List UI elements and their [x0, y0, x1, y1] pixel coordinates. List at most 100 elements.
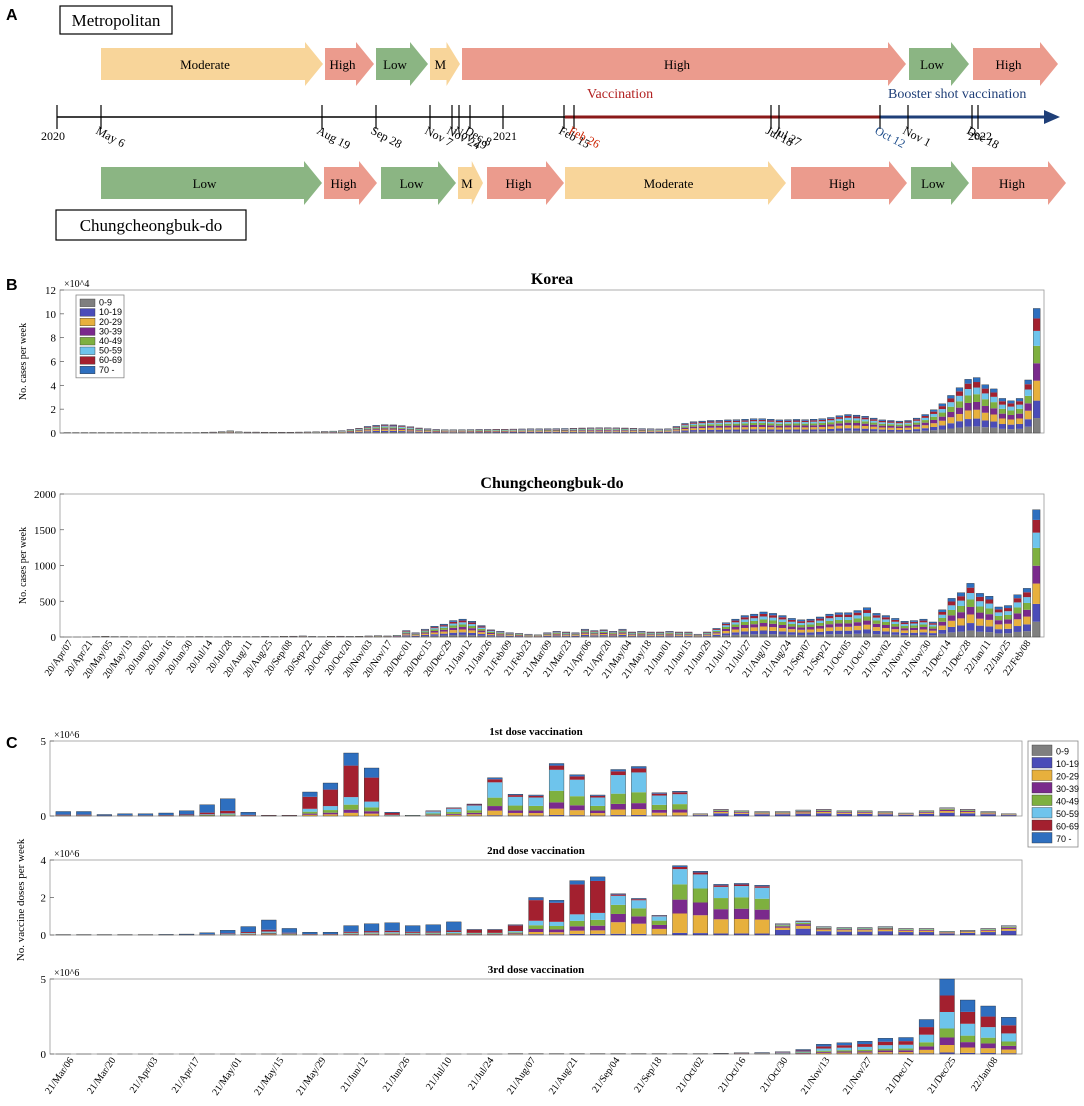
- bar-outline: [713, 1053, 729, 1055]
- bar-outline: [535, 428, 543, 434]
- bar-segment: [957, 596, 965, 601]
- bar-segment: [891, 632, 900, 635]
- bar-segment: [446, 931, 462, 934]
- y-tick-label: 4: [41, 855, 47, 867]
- bar-segment: [734, 908, 749, 920]
- bar-segment: [487, 929, 503, 933]
- bar: [235, 431, 243, 434]
- bar-segment: [810, 425, 818, 428]
- bar-segment: [878, 422, 886, 424]
- bar-segment: [681, 424, 689, 426]
- bar-segment: [664, 431, 672, 433]
- bar: [681, 423, 689, 434]
- bar-segment: [381, 429, 389, 431]
- bar-segment: [980, 929, 996, 930]
- bar-segment: [587, 428, 595, 429]
- bar-segment: [364, 427, 371, 429]
- bar-outline: [252, 431, 260, 434]
- bar-outline: [887, 420, 895, 434]
- bar-segment: [900, 628, 909, 631]
- bar-outline: [741, 419, 749, 434]
- x-tick-label: 21/Mar/06: [43, 1055, 76, 1096]
- bar-segment: [887, 424, 895, 426]
- bar-segment: [801, 422, 809, 424]
- bar-segment: [938, 412, 946, 417]
- bar-outline: [281, 815, 297, 817]
- bar-outline: [919, 618, 928, 638]
- metro-arrow-label: High: [664, 57, 691, 72]
- bar-segment: [468, 622, 476, 625]
- bar-segment: [835, 415, 843, 418]
- bar-segment: [973, 426, 981, 433]
- bar-segment: [795, 1049, 811, 1051]
- bar-segment: [921, 417, 929, 421]
- bar: [912, 417, 921, 434]
- bar-segment: [973, 401, 981, 410]
- bar: [852, 414, 861, 434]
- bar: [343, 752, 359, 817]
- bar-outline: [750, 613, 759, 638]
- bar-segment: [672, 427, 680, 429]
- bar-segment: [844, 634, 852, 637]
- bar-segment: [816, 628, 824, 632]
- bar-outline: [955, 387, 964, 434]
- bar-segment: [637, 635, 646, 637]
- bar-segment: [487, 779, 503, 783]
- bar-segment: [938, 633, 947, 637]
- bar-segment: [818, 426, 826, 430]
- bar-outline: [618, 628, 627, 638]
- bar-segment: [733, 429, 740, 432]
- bar-segment: [398, 425, 406, 427]
- bar-segment: [904, 420, 912, 422]
- bar-segment: [425, 815, 441, 816]
- bar: [775, 419, 783, 434]
- chart-title: 3rd dose vaccination: [488, 964, 585, 976]
- chung-arrow: [381, 161, 456, 205]
- bar-segment: [425, 933, 441, 935]
- vaccination-label: Vaccination: [587, 87, 653, 102]
- bar-segment: [651, 804, 667, 810]
- bar-segment: [549, 900, 564, 903]
- bar-segment: [878, 814, 893, 816]
- bar-segment: [938, 617, 947, 622]
- bar: [769, 613, 777, 638]
- bar-outline: [853, 610, 862, 638]
- bar-outline: [960, 999, 976, 1055]
- bar-segment: [487, 797, 503, 807]
- bar: [857, 927, 873, 936]
- bar-segment: [562, 632, 570, 633]
- bar-segment: [628, 634, 636, 636]
- bar-segment: [1016, 424, 1023, 429]
- bar-segment: [733, 423, 740, 426]
- bar: [930, 409, 938, 434]
- bar-outline: [533, 634, 542, 638]
- bar: [578, 427, 586, 434]
- bar-segment: [878, 927, 893, 928]
- bar-segment: [913, 418, 921, 420]
- bar-outline: [295, 431, 303, 434]
- bar-segment: [381, 426, 389, 428]
- bar-segment: [415, 428, 423, 430]
- bar-segment: [1004, 628, 1012, 634]
- bar-segment: [421, 634, 429, 637]
- bar-segment: [722, 623, 730, 626]
- bar-segment: [449, 627, 458, 631]
- bar-segment: [664, 429, 672, 431]
- bar-segment: [980, 814, 996, 816]
- bar-segment: [891, 629, 900, 633]
- bar-segment: [956, 391, 963, 396]
- bar-segment: [793, 419, 800, 421]
- bar-segment: [818, 421, 826, 423]
- bar-outline: [578, 427, 586, 434]
- bar-outline: [769, 613, 777, 638]
- bar-segment: [825, 615, 834, 619]
- bar: [507, 924, 524, 936]
- bar-segment: [939, 1028, 955, 1038]
- bar-outline: [836, 927, 852, 936]
- bar-outline: [552, 428, 560, 434]
- bar-segment: [651, 928, 667, 935]
- bar-segment: [590, 633, 599, 635]
- bar-segment: [544, 432, 552, 433]
- bar-outline: [374, 635, 382, 638]
